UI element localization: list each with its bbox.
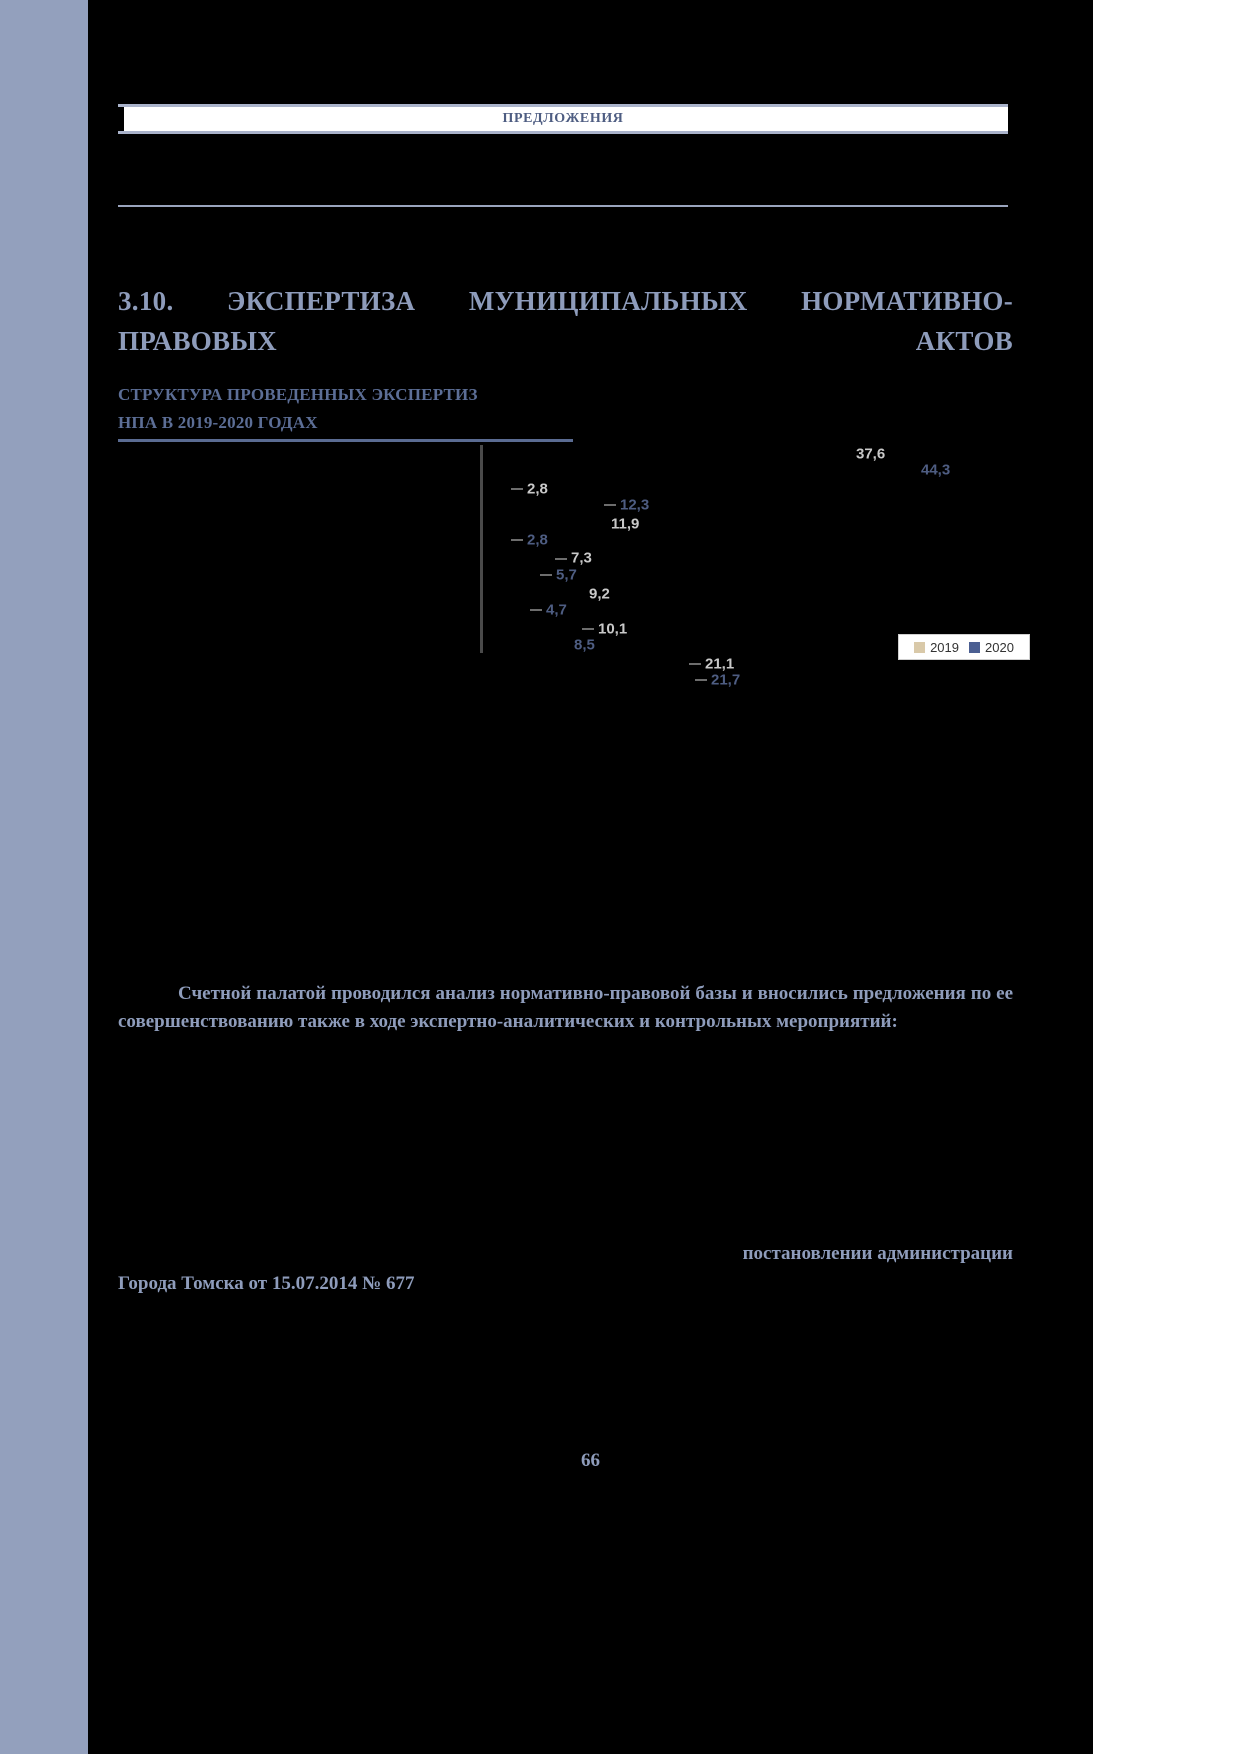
leader-line — [530, 609, 542, 611]
header-divider — [118, 205, 1008, 207]
page-title: 3.10. ЭКСПЕРТИЗА МУНИЦИПАЛЬНЫХ НОРМАТИВН… — [118, 286, 1013, 356]
legend-item-2019: 2019 — [914, 640, 959, 655]
bar-value-label: 8,5 — [574, 636, 595, 654]
body-paragraph: Счетной палатой проводился анализ нормат… — [118, 983, 1013, 1032]
running-header-title: ПРЕДЛОЖЕНИЯ — [502, 111, 624, 126]
legend-swatch-icon — [914, 641, 926, 653]
bar-value-label: 37,6 — [856, 445, 886, 463]
bar-2019-3: 11,9 — [483, 516, 639, 533]
bar-2019-2: 2,8 — [483, 481, 548, 498]
leader-line — [689, 663, 701, 665]
chart-legend: 2019 2020 — [898, 634, 1030, 660]
bar-value-label: 4,7 — [546, 601, 567, 619]
chart-caption: СТРУКТУРА ПРОВЕДЕННЫХ ЭКСПЕРТИЗ НПА В 20… — [118, 381, 638, 442]
legend-swatch-icon — [969, 641, 980, 653]
bar-chart: 37,6 44,3 2,8 12,3 11,9 2,8 — [480, 445, 1040, 689]
leader-line — [604, 504, 616, 506]
running-header: ПРЕДЛОЖЕНИЯ — [118, 104, 1008, 134]
legend-label: 2019 — [930, 639, 959, 655]
bar-2020-3: 2,8 — [483, 532, 548, 549]
bar-2020-5: 4,7 — [483, 602, 567, 619]
bar-value-label: 2,8 — [527, 531, 548, 549]
leader-line — [511, 488, 523, 490]
leader-line — [555, 558, 567, 560]
right-margin-band — [1093, 0, 1240, 1754]
leader-line — [511, 539, 523, 541]
bar-value-label: 9,2 — [589, 585, 610, 603]
header-plate — [124, 107, 1008, 131]
bar-value-label: 7,3 — [571, 549, 592, 567]
bar-value-label: 21,1 — [705, 655, 735, 673]
leader-line — [695, 679, 707, 681]
bar-2019-5: 9,2 — [483, 586, 610, 603]
bar-2020-2: 12,3 — [483, 497, 649, 514]
bar-2019-7: 21,1 — [483, 656, 734, 673]
bar-2020-4: 5,7 — [483, 567, 577, 584]
chart-axis — [480, 445, 483, 653]
chart-caption-line-2: НПА В 2019-2020 ГОДАХ — [118, 409, 573, 442]
bar-2019-1: 37,6 — [483, 446, 885, 463]
bar-2020-7: 21,7 — [483, 672, 740, 689]
document-page: ПРЕДЛОЖЕНИЯ 3.10. ЭКСПЕРТИЗА МУНИЦИПАЛЬН… — [88, 0, 1093, 1754]
bar-2019-4: 7,3 — [483, 549, 592, 566]
bar-value-label: 12,3 — [620, 496, 650, 514]
header-rule-bottom — [118, 131, 1008, 134]
bar-value-label: 2,8 — [527, 480, 548, 498]
chart-caption-line-1: СТРУКТУРА ПРОВЕДЕННЫХ ЭКСПЕРТИЗ — [118, 385, 478, 404]
bar-2020-1: 44,3 — [483, 462, 950, 479]
leader-line — [540, 574, 552, 576]
bar-value-label: 10,1 — [598, 620, 628, 638]
bar-2020-6: 8,5 — [483, 637, 595, 654]
page-number: 66 — [581, 1450, 600, 1471]
bar-value-label: 21,7 — [711, 671, 741, 689]
bar-value-label: 44,3 — [921, 461, 951, 479]
header-rule-top — [118, 104, 1008, 107]
leader-line — [582, 628, 594, 630]
body-tail-line-2: Города Томска от 15.07.2014 № 677 — [118, 1273, 415, 1294]
legend-item-2020: 2020 — [969, 640, 1014, 655]
body-tail-line-1: постановлении администрации — [742, 1243, 1013, 1264]
bar-value-label: 5,7 — [556, 566, 577, 584]
bar-value-label: 11,9 — [611, 515, 640, 533]
left-margin-band — [0, 0, 88, 1754]
bar-2019-6: 10,1 — [483, 621, 627, 638]
legend-label: 2020 — [985, 639, 1014, 655]
